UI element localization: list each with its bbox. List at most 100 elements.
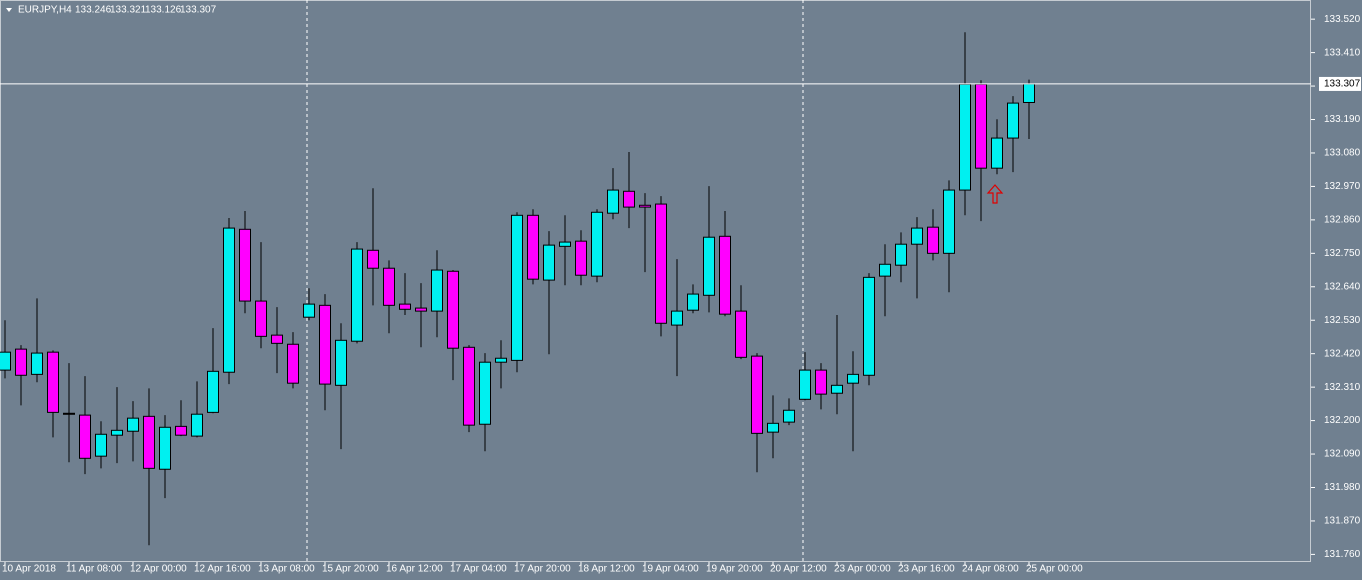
candle-body [63,412,75,415]
x-tick-label: 20 Apr 12:00 [770,564,827,575]
candle-body [1023,83,1035,103]
candle-body [783,409,795,423]
x-tick-label: 15 Apr 20:00 [322,564,379,575]
candle-body [719,235,731,315]
symbol: EURJPY,H4 [18,5,72,16]
candle-body [191,413,203,437]
candle-body [799,369,811,400]
candle-body [559,241,571,247]
candle-body [511,214,523,361]
y-tick-label: 132.530 [1324,315,1361,326]
candle-body [479,361,491,425]
header-low: 133.126 [145,5,182,16]
header-open: 133.246 [75,5,112,16]
y-tick-label: 131.870 [1324,516,1361,527]
y-tick-label: 133.520 [1324,14,1361,25]
candle-body [543,244,555,281]
y-tick-label: 132.750 [1324,248,1361,259]
x-tick-label: 17 Apr 20:00 [514,564,571,575]
candle-body [623,190,635,208]
y-tick-label: 132.200 [1324,415,1361,426]
candle-body [527,214,539,280]
x-tick-label: 11 Apr 08:00 [66,564,122,575]
candle-body [735,310,747,358]
candle-body [815,369,827,395]
candle-body [303,303,315,318]
y-tick-label: 132.640 [1324,281,1361,292]
x-tick-label: 19 Apr 04:00 [642,564,699,575]
candle-body [991,137,1003,169]
candle-body [495,357,507,363]
candle-body [671,310,683,326]
y-tick-label: 133.080 [1324,148,1361,159]
menu-triangle[interactable] [6,8,12,12]
x-tick-label: 16 Apr 12:00 [386,564,443,575]
candle-body [31,352,43,375]
candle-body [767,422,779,433]
candle-body [223,227,235,373]
candle-body [959,83,971,191]
candle-body [207,370,219,413]
candle-body [431,269,443,312]
candle-body [703,236,715,296]
candle-body [943,189,955,254]
candle-body [335,339,347,386]
candle-body [975,83,987,169]
x-tick-label: 23 Apr 00:00 [834,564,891,575]
candle-body [831,384,843,394]
plot-frame [0,0,1311,562]
candle-body [687,293,699,311]
x-tick-label: 13 Apr 08:00 [258,564,315,575]
x-tick-label: 10 Apr 2018 [2,564,56,575]
candle-body [847,373,859,384]
candle-body [271,334,283,344]
arrow-marker [986,184,1004,204]
candle-body [0,351,11,371]
candle-body [415,307,427,312]
candle-body [463,346,475,426]
candle-body [79,414,91,459]
x-tick-label: 12 Apr 16:00 [194,564,251,575]
candle-body [591,211,603,277]
x-tick-label: 18 Apr 12:00 [578,564,635,575]
candle-body [95,433,107,457]
candle-body [15,348,27,376]
candle-body [895,243,907,266]
candle-body [319,304,331,385]
x-tick-label: 19 Apr 20:00 [706,564,763,575]
candle-body [655,203,667,324]
candle-body [911,227,923,245]
candle-body [255,300,267,337]
current-price-label: 133.307 [1324,79,1361,90]
y-tick-label: 133.190 [1324,114,1361,125]
x-tick-label: 23 Apr 16:00 [898,564,955,575]
candle-body [383,267,395,306]
y-tick-label: 131.980 [1324,482,1361,493]
candle-body [607,189,619,214]
candle-body [1007,102,1019,139]
candle-body [879,263,891,277]
candle-body [351,248,363,342]
current-price-box [1319,76,1361,91]
y-tick-label: 132.310 [1324,382,1361,393]
candle-body [927,226,939,254]
candle-body [639,204,651,208]
candle-body [47,351,59,413]
header-close: 133.307 [180,5,217,16]
header-high: 133.321 [110,5,147,16]
y-tick-label: 132.970 [1324,181,1361,192]
x-tick-label: 12 Apr 00:00 [130,564,187,575]
candle-body [447,270,459,349]
x-tick-label: 24 Apr 08:00 [962,564,1019,575]
candle-body [287,343,299,384]
candle-body [159,426,171,470]
candle-body [239,228,251,302]
candle-body [863,276,875,376]
y-tick-label: 131.760 [1324,549,1361,560]
y-tick-label: 132.090 [1324,449,1361,460]
y-tick-label: 132.420 [1324,348,1361,359]
candle-body [399,303,411,310]
y-tick-label: 133.410 [1324,47,1361,58]
candle-body [127,417,139,432]
